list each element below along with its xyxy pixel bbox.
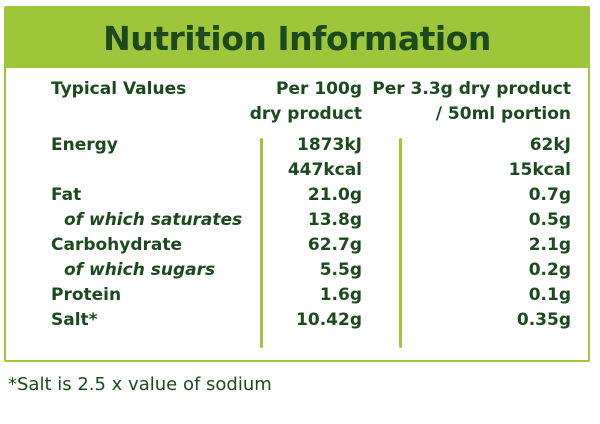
per-portion-header-line1: Per 3.3g dry product [372,79,571,99]
saturates-label: of which saturates [64,210,243,230]
fat-label: Fat [51,185,82,205]
carbohydrate-label: Carbohydrate [51,235,183,255]
per-100g-header-line1: Per 100g [276,79,362,99]
energy-label: Energy [51,135,118,155]
salt-footnote: *Salt is 2.5 x value of sodium [8,374,272,395]
salt-per-portion: 0.35g [516,310,571,330]
protein-per-100g: 1.6g [319,285,362,305]
per-portion-header-line2: / 50ml portion [435,104,571,124]
typical-values-header: Typical Values [51,79,187,99]
saturates-per-100g: 13.8g [307,210,362,230]
column-divider-right [399,138,402,348]
column-divider-left [260,138,263,348]
protein-label: Protein [51,285,122,305]
sugars-label: of which sugars [64,260,216,280]
salt-per-100g: 10.42g [296,310,362,330]
fat-per-portion: 0.7g [528,185,571,205]
nutrition-panel: Nutrition Information Typical Values Per… [4,6,590,362]
sugars-per-portion: 0.2g [528,260,571,280]
per-100g-header-line2: dry product [249,104,362,124]
energy-kcal-per-portion: 15kcal [508,160,571,180]
protein-per-portion: 0.1g [528,285,571,305]
sugars-per-100g: 5.5g [319,260,362,280]
fat-per-100g: 21.0g [307,185,362,205]
energy-kcal-per-100g: 447kcal [287,160,362,180]
energy-kj-per-100g: 1873kJ [297,135,362,155]
carbohydrate-per-portion: 2.1g [528,235,571,255]
carbohydrate-per-100g: 62.7g [307,235,362,255]
energy-kj-per-portion: 62kJ [529,135,571,155]
saturates-per-portion: 0.5g [528,210,571,230]
title-banner: Nutrition Information [6,8,588,68]
page-title: Nutrition Information [103,18,491,58]
salt-label: Salt* [51,310,98,330]
